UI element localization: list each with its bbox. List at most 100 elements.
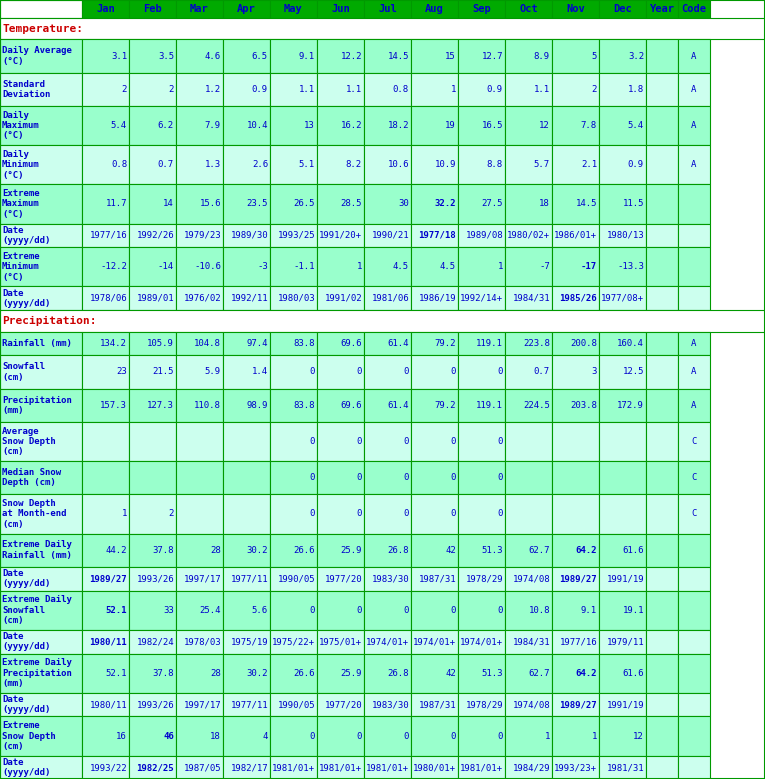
Text: 46: 46 (163, 732, 174, 740)
Text: 42: 42 (445, 668, 456, 678)
Text: 0: 0 (310, 437, 315, 446)
Text: 1977/11: 1977/11 (230, 574, 268, 583)
Bar (129, 693, 176, 717)
Text: 1987/05: 1987/05 (184, 763, 221, 772)
Bar (678, 388, 710, 422)
Text: 3.2: 3.2 (628, 51, 644, 61)
Text: 1977/16: 1977/16 (559, 637, 597, 646)
Bar (646, 0, 678, 18)
Text: 32.2: 32.2 (435, 200, 456, 208)
Bar (82, 286, 129, 310)
Bar (82, 495, 129, 534)
Text: 11.7: 11.7 (106, 200, 127, 208)
Text: 1986/19: 1986/19 (418, 294, 456, 303)
Text: 1984/31: 1984/31 (513, 637, 550, 646)
Bar (552, 39, 599, 73)
Text: Jan: Jan (96, 4, 115, 14)
Text: 0.9: 0.9 (487, 85, 503, 94)
Bar (0, 388, 82, 422)
Text: 1993/25: 1993/25 (278, 231, 315, 240)
Text: 1980/02+: 1980/02+ (507, 231, 550, 240)
Bar (317, 717, 364, 756)
Bar (458, 590, 505, 629)
Bar (317, 145, 364, 184)
Bar (599, 590, 646, 629)
Bar (317, 534, 364, 567)
Bar (82, 247, 129, 286)
Bar (505, 286, 552, 310)
Text: 5.1: 5.1 (299, 160, 315, 169)
Bar (82, 756, 129, 779)
Bar (411, 422, 458, 461)
Text: 26.8: 26.8 (388, 546, 409, 555)
Bar (458, 247, 505, 286)
Text: 3.5: 3.5 (158, 51, 174, 61)
Bar (0, 495, 82, 534)
Text: Date
(yyyy/dd): Date (yyyy/dd) (2, 569, 50, 588)
Text: 2: 2 (591, 85, 597, 94)
Bar (599, 39, 646, 73)
Bar (129, 756, 176, 779)
Bar (129, 495, 176, 534)
Text: Date
(yyyy/dd): Date (yyyy/dd) (2, 632, 50, 651)
Bar (270, 247, 317, 286)
Bar (458, 356, 505, 388)
Bar (505, 332, 552, 356)
Bar (599, 495, 646, 534)
Text: 1974/01+: 1974/01+ (413, 637, 456, 646)
Bar (0, 18, 765, 39)
Text: 26.8: 26.8 (388, 668, 409, 678)
Bar (505, 756, 552, 779)
Text: 64.2: 64.2 (575, 668, 597, 678)
Bar (176, 693, 223, 717)
Bar (176, 654, 223, 693)
Bar (411, 39, 458, 73)
Text: 2: 2 (168, 85, 174, 94)
Bar (411, 332, 458, 356)
Text: 69.6: 69.6 (340, 401, 362, 410)
Text: Median Snow
Depth (cm): Median Snow Depth (cm) (2, 468, 61, 488)
Bar (678, 422, 710, 461)
Text: 110.8: 110.8 (194, 401, 221, 410)
Bar (317, 247, 364, 286)
Text: 1: 1 (122, 509, 127, 519)
Bar (364, 184, 411, 224)
Bar (646, 39, 678, 73)
Text: 1997/17: 1997/17 (184, 574, 221, 583)
Text: 1975/22+: 1975/22+ (272, 637, 315, 646)
Bar (0, 332, 82, 356)
Text: 16.5: 16.5 (481, 121, 503, 130)
Text: 0: 0 (497, 473, 503, 482)
Bar (270, 73, 317, 106)
Text: Year: Year (649, 4, 675, 14)
Text: 6.2: 6.2 (158, 121, 174, 130)
Bar (411, 717, 458, 756)
Bar (317, 693, 364, 717)
Bar (505, 224, 552, 247)
Bar (599, 286, 646, 310)
Text: 1989/01: 1989/01 (136, 294, 174, 303)
Text: 1974/01+: 1974/01+ (460, 637, 503, 646)
Bar (678, 356, 710, 388)
Bar (82, 629, 129, 654)
Text: 0: 0 (310, 732, 315, 740)
Bar (317, 184, 364, 224)
Text: 98.9: 98.9 (246, 401, 268, 410)
Bar (364, 534, 411, 567)
Text: 1979/23: 1979/23 (184, 231, 221, 240)
Bar (0, 693, 82, 717)
Bar (458, 332, 505, 356)
Text: 8.8: 8.8 (487, 160, 503, 169)
Text: 30: 30 (399, 200, 409, 208)
Bar (317, 286, 364, 310)
Bar (599, 654, 646, 693)
Text: 0.8: 0.8 (111, 160, 127, 169)
Bar (599, 332, 646, 356)
Text: 134.2: 134.2 (100, 339, 127, 348)
Bar (176, 184, 223, 224)
Bar (364, 567, 411, 590)
Text: 119.1: 119.1 (476, 339, 503, 348)
Text: 1980/13: 1980/13 (607, 231, 644, 240)
Text: 1991/19: 1991/19 (607, 700, 644, 709)
Text: 1991/02: 1991/02 (324, 294, 362, 303)
